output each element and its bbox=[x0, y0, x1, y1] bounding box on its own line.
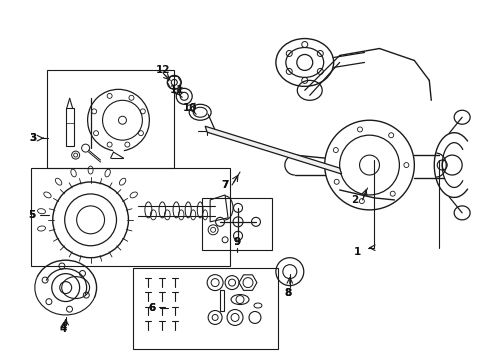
Bar bbox=[133, 268, 278, 349]
Text: 5: 5 bbox=[28, 210, 35, 220]
Text: 7: 7 bbox=[221, 180, 229, 190]
Text: 6: 6 bbox=[149, 302, 156, 312]
Text: 4: 4 bbox=[59, 323, 66, 332]
Text: 1: 1 bbox=[354, 247, 361, 257]
Text: 3: 3 bbox=[29, 133, 36, 143]
Text: 10: 10 bbox=[183, 103, 197, 113]
Text: 9: 9 bbox=[233, 237, 241, 247]
Polygon shape bbox=[205, 126, 342, 174]
Text: 4: 4 bbox=[59, 324, 66, 334]
Text: 8: 8 bbox=[284, 288, 292, 298]
Text: 6: 6 bbox=[149, 302, 156, 312]
Text: 7: 7 bbox=[221, 180, 229, 190]
Text: 5: 5 bbox=[28, 210, 35, 220]
Text: 2: 2 bbox=[351, 195, 358, 205]
Text: 9: 9 bbox=[233, 237, 241, 247]
Bar bbox=[220, 289, 224, 311]
Bar bbox=[202, 198, 272, 250]
Bar bbox=[31, 168, 230, 266]
Text: 8: 8 bbox=[284, 288, 292, 298]
Text: 11: 11 bbox=[170, 85, 185, 95]
Text: 12: 12 bbox=[156, 66, 171, 76]
Text: 3: 3 bbox=[29, 133, 36, 143]
Bar bbox=[47, 71, 174, 168]
